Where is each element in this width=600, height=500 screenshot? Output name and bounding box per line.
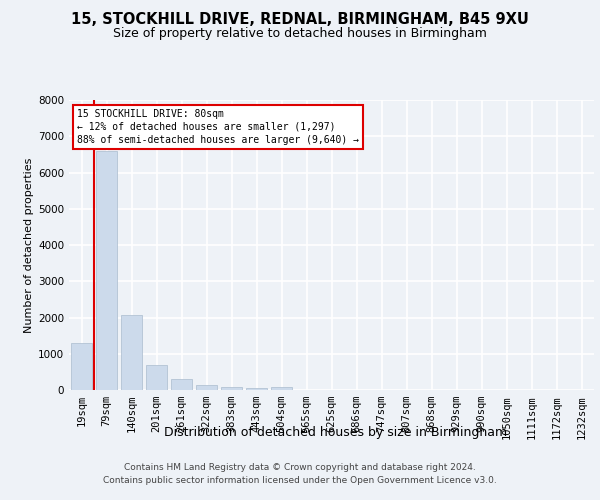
Bar: [171, 380, 192, 390]
Bar: [246, 388, 267, 390]
Text: Distribution of detached houses by size in Birmingham: Distribution of detached houses by size …: [164, 426, 508, 439]
Bar: [71, 342, 92, 390]
Y-axis label: Number of detached properties: Number of detached properties: [24, 158, 34, 332]
Bar: [221, 387, 242, 390]
Bar: [146, 366, 167, 390]
Text: Contains HM Land Registry data © Crown copyright and database right 2024.
Contai: Contains HM Land Registry data © Crown c…: [103, 464, 497, 485]
Bar: [96, 152, 117, 390]
Bar: [271, 386, 292, 390]
Text: 15, STOCKHILL DRIVE, REDNAL, BIRMINGHAM, B45 9XU: 15, STOCKHILL DRIVE, REDNAL, BIRMINGHAM,…: [71, 12, 529, 28]
Bar: [121, 314, 142, 390]
Text: Size of property relative to detached houses in Birmingham: Size of property relative to detached ho…: [113, 28, 487, 40]
Text: 15 STOCKHILL DRIVE: 80sqm
← 12% of detached houses are smaller (1,297)
88% of se: 15 STOCKHILL DRIVE: 80sqm ← 12% of detac…: [77, 108, 359, 145]
Bar: [196, 384, 217, 390]
